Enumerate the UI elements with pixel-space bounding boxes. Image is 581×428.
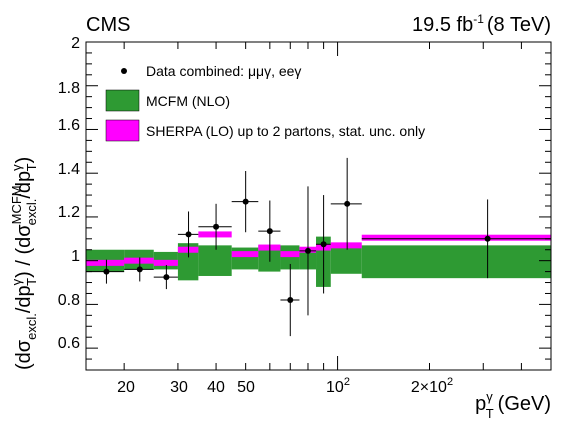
x-tick-label: 40: [207, 379, 225, 396]
y-tick-label: 2: [71, 35, 80, 52]
sherpa-band: [280, 251, 300, 258]
x-tick-label: 30: [170, 379, 188, 396]
data-point: [213, 223, 220, 230]
lumi-label: 19.5 fb-1 (8 TeV): [412, 12, 551, 36]
data-point: [266, 228, 273, 235]
data-point: [185, 231, 192, 238]
data-points: [86, 157, 551, 337]
x-tick-label: 2×102: [411, 376, 453, 396]
mcfm-band: [231, 247, 259, 270]
y-tick-label: 1.8: [58, 80, 80, 97]
data-point: [287, 297, 294, 304]
cms-label: CMS: [86, 14, 130, 36]
y-axis-ticks: [86, 41, 551, 371]
data-point: [484, 235, 491, 242]
data-point: [163, 274, 170, 281]
legend-sherpa-swatch: [105, 119, 140, 142]
mcfm-band: [198, 245, 232, 276]
x-tick-label: 20: [117, 379, 135, 396]
data-point: [242, 198, 249, 205]
y-tick-label: 0.6: [58, 335, 80, 352]
y-tick-label: 0.8: [58, 292, 80, 309]
sherpa-band: [231, 251, 259, 258]
y-tick-label: 1.6: [58, 117, 80, 134]
y-axis-title: (dσexcl./dpγT) / (dσMCFMexcl./dpγT): [9, 157, 39, 370]
y-tick-label: 1: [71, 248, 80, 265]
legend-mcfm-label: MCFM (NLO): [146, 93, 230, 109]
x-axis-title: pγ T (GeV): [475, 389, 551, 421]
data-point: [103, 268, 110, 275]
data-point: [320, 241, 327, 248]
x-tick-label: 102: [326, 376, 350, 396]
mcfm-band: [330, 245, 362, 274]
data-point: [136, 266, 143, 273]
sherpa-band: [86, 259, 125, 266]
sherpa-band: [198, 231, 232, 238]
y-tick-label: 1.4: [58, 161, 80, 178]
y-tick-label: 1.2: [58, 204, 80, 221]
legend-data-label: Data combined: μμγ, eeγ: [146, 63, 301, 79]
sherpa-band: [124, 257, 154, 264]
sherpa-band: [361, 234, 551, 241]
plot-frame: [85, 41, 552, 371]
data-point: [344, 200, 351, 207]
x-axis-ticks: [123, 42, 552, 370]
legend-mcfm-swatch: [105, 89, 140, 112]
legend-sherpa-label: SHERPA (LO) up to 2 partons, stat. unc. …: [146, 123, 425, 139]
x-tick-label: 50: [237, 379, 255, 396]
legend-data-marker: [121, 68, 127, 74]
legend: Data combined: μμγ, eeγ MCFM (NLO) SHERP…: [105, 63, 425, 142]
sherpa-band: [330, 242, 362, 249]
data-point: [304, 247, 311, 254]
mcfm-band: [361, 245, 551, 279]
sherpa-band: [153, 259, 178, 266]
